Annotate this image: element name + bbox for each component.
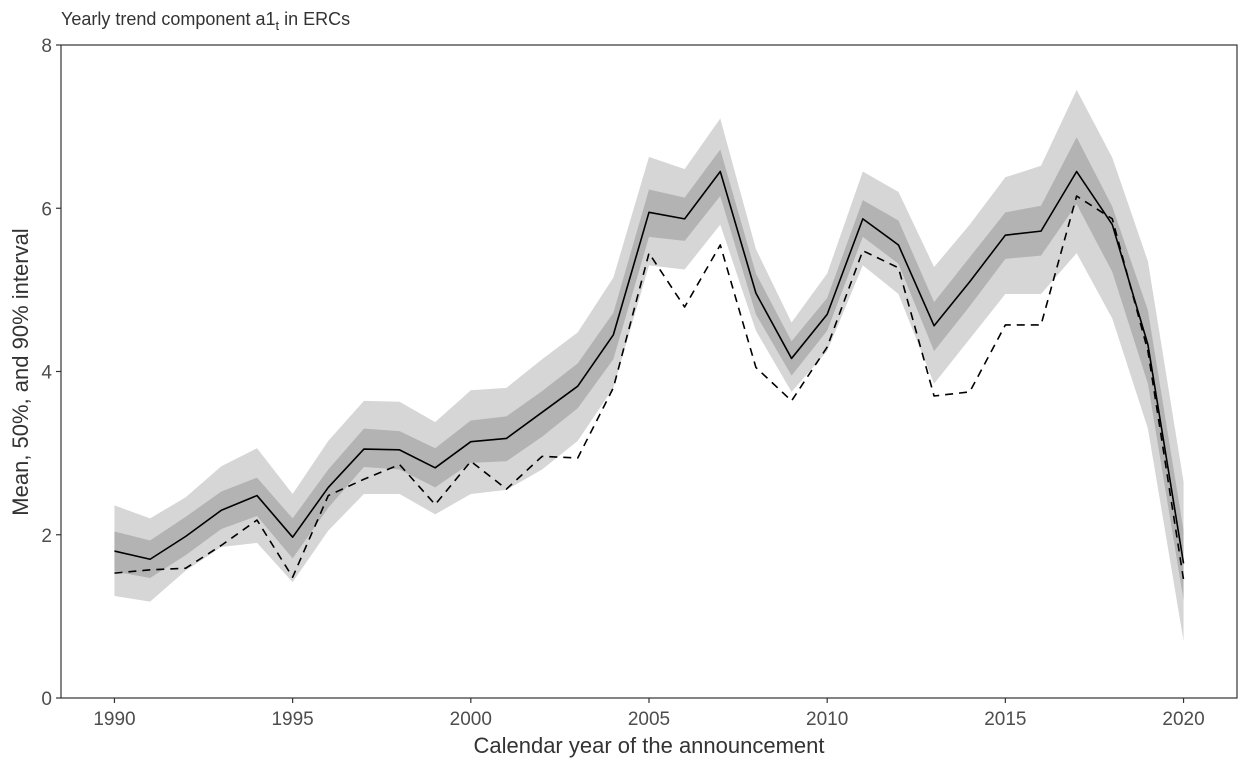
chart-title: Yearly trend component a1t in ERCs <box>61 9 350 33</box>
band-90pct <box>114 89 1184 641</box>
x-tick-label: 2000 <box>450 709 492 730</box>
series-lines <box>114 170 1185 580</box>
x-tick-label: 1990 <box>93 709 135 730</box>
series-line-dashed <box>114 195 1185 580</box>
series-line-solid <box>114 170 1185 564</box>
y-tick-label: 2 <box>41 526 52 547</box>
x-tick-label: 2020 <box>1162 709 1204 730</box>
x-tick-label: 2010 <box>806 709 848 730</box>
band-50pct <box>114 137 1184 601</box>
y-tick-label: 0 <box>41 689 52 710</box>
y-axis: 0 2 4 6 8 <box>41 36 61 710</box>
y-axis-title: Mean, 50%, and 90% interval <box>8 228 33 515</box>
chart-title-subscript: t <box>275 18 279 33</box>
chart-title-suffix: in ERCs <box>279 9 350 29</box>
x-tick-label: 1995 <box>271 709 313 730</box>
x-axis-title: Calendar year of the announcement <box>473 733 824 758</box>
interval-bands <box>114 89 1184 641</box>
x-tick-label: 2015 <box>984 709 1026 730</box>
x-axis: 1990 1995 2000 2005 2010 2015 2020 <box>93 698 1205 730</box>
y-tick-label: 4 <box>41 363 52 384</box>
x-tick-label: 2005 <box>628 709 670 730</box>
chart-title-main: Yearly trend component a1 <box>61 9 275 29</box>
y-tick-label: 6 <box>41 199 52 220</box>
y-tick-label: 8 <box>41 36 52 57</box>
